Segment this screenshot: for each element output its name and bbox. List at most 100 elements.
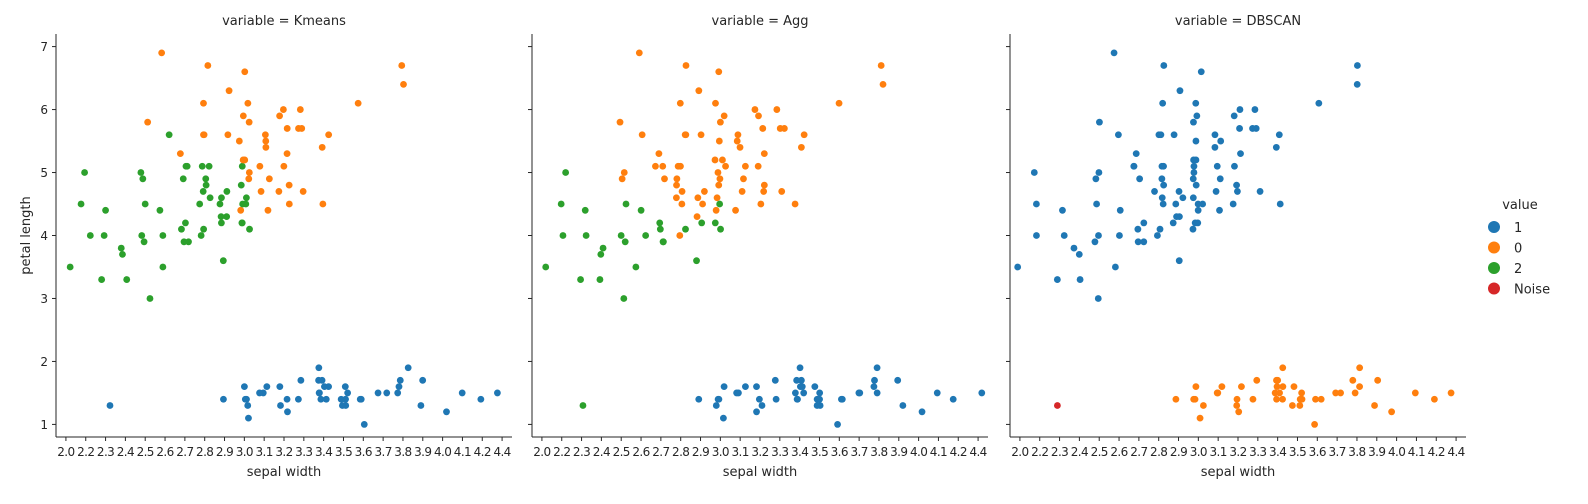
x-tick-label: 2.0	[533, 445, 550, 459]
data-point-1	[276, 383, 284, 391]
x-tick-label: 4.4	[1447, 445, 1464, 459]
data-point-2	[237, 181, 245, 189]
data-point-0	[1200, 402, 1207, 409]
data-point-0	[176, 150, 184, 158]
data-point-1	[477, 395, 485, 403]
data-point-2	[246, 225, 253, 233]
x-tick-label: 3.3	[1249, 445, 1266, 459]
data-point-1	[1111, 263, 1119, 271]
x-tick-label: 3.5	[811, 445, 828, 459]
data-point-1	[753, 408, 760, 416]
x-tick-label: 4.4	[493, 445, 510, 459]
data-point-2	[632, 263, 640, 271]
x-tick-label: 2.8	[196, 445, 213, 459]
x-tick-label: 3.2	[751, 445, 768, 459]
x-tick-label: 3.8	[870, 445, 887, 459]
data-point-2	[137, 169, 145, 176]
data-point-2	[693, 257, 700, 265]
data-point-0	[1332, 389, 1340, 397]
data-point-2	[196, 200, 204, 208]
data-point-1	[1158, 162, 1166, 170]
x-tick-label: 2.8	[672, 445, 689, 459]
data-point-1	[395, 383, 403, 391]
data-point-1	[1075, 250, 1083, 258]
data-point-1	[1053, 276, 1061, 283]
data-point-1	[1169, 219, 1177, 227]
data-point-1	[1095, 169, 1103, 176]
data-point-1	[1354, 62, 1361, 69]
data-point-2	[117, 244, 125, 252]
data-point-1	[813, 402, 821, 409]
data-point-1	[1030, 169, 1038, 176]
data-point-1	[419, 376, 427, 384]
data-point-1	[1199, 200, 1207, 208]
data-point-2	[119, 250, 126, 258]
data-point-0	[280, 162, 288, 170]
data-point-0	[283, 125, 291, 132]
data-point-0	[1298, 389, 1306, 397]
data-point-2	[242, 200, 250, 208]
data-point-2	[698, 219, 706, 227]
x-tick-label: 3.6	[831, 445, 848, 459]
data-point-0	[264, 206, 272, 214]
data-point-2	[179, 175, 187, 183]
data-point-2	[579, 402, 587, 409]
data-point-2	[582, 232, 590, 239]
data-point-1	[317, 395, 325, 403]
data-point-2	[557, 200, 565, 208]
data-point-0	[257, 188, 265, 195]
data-point-0	[697, 131, 705, 139]
data-point-0	[224, 131, 232, 139]
legend-marker	[1488, 282, 1500, 295]
data-point-1	[742, 383, 749, 391]
data-point-1	[1059, 206, 1066, 214]
data-point-0	[740, 175, 747, 183]
data-point-0	[285, 200, 293, 208]
data-point-0	[681, 131, 689, 139]
x-tick-label: 3.0	[1190, 445, 1207, 459]
data-point-1	[894, 376, 902, 384]
data-point-0	[241, 68, 249, 76]
data-point-0	[285, 181, 293, 189]
data-point-1	[1197, 68, 1205, 76]
data-point-0	[733, 137, 741, 145]
data-point-0	[620, 169, 628, 176]
data-point-1	[1256, 188, 1264, 195]
data-point-2	[642, 232, 650, 239]
data-point-1	[263, 383, 271, 391]
data-point-1	[715, 395, 723, 403]
data-point-1	[383, 389, 391, 397]
data-point-1	[244, 402, 252, 409]
data-point-0	[244, 99, 252, 107]
data-point-1	[834, 421, 841, 428]
data-point-1	[417, 402, 425, 409]
data-point-1	[1158, 175, 1166, 183]
x-tick-label: 4.0	[434, 445, 451, 459]
x-tick-label: 4.0	[1388, 445, 1405, 459]
x-tick-label: 3.2	[275, 445, 292, 459]
y-tick-label: 1	[40, 418, 48, 432]
data-point-0	[713, 194, 721, 202]
y-tick-label: 2	[40, 355, 48, 369]
data-point-1	[1189, 194, 1197, 202]
data-point-2	[66, 263, 74, 271]
data-point-2	[242, 194, 250, 202]
data-point-0	[1253, 376, 1261, 384]
data-point-2	[223, 213, 231, 221]
data-point-1	[1189, 225, 1197, 233]
data-point-0	[716, 118, 724, 126]
data-point-0	[652, 162, 659, 170]
data-point-1	[753, 383, 760, 391]
data-point-2	[717, 225, 724, 233]
data-point-1	[1213, 162, 1221, 170]
data-point-0	[158, 49, 166, 57]
data-point-0	[877, 62, 885, 69]
data-point-0	[1296, 395, 1304, 403]
data-point-1	[1033, 200, 1040, 208]
x-tick-label: 4.2	[1428, 445, 1445, 459]
data-point-0	[674, 162, 682, 170]
data-point-0	[1279, 364, 1287, 372]
data-point-2	[139, 175, 147, 183]
data-point-1	[494, 389, 501, 397]
data-point-1	[1353, 80, 1361, 88]
